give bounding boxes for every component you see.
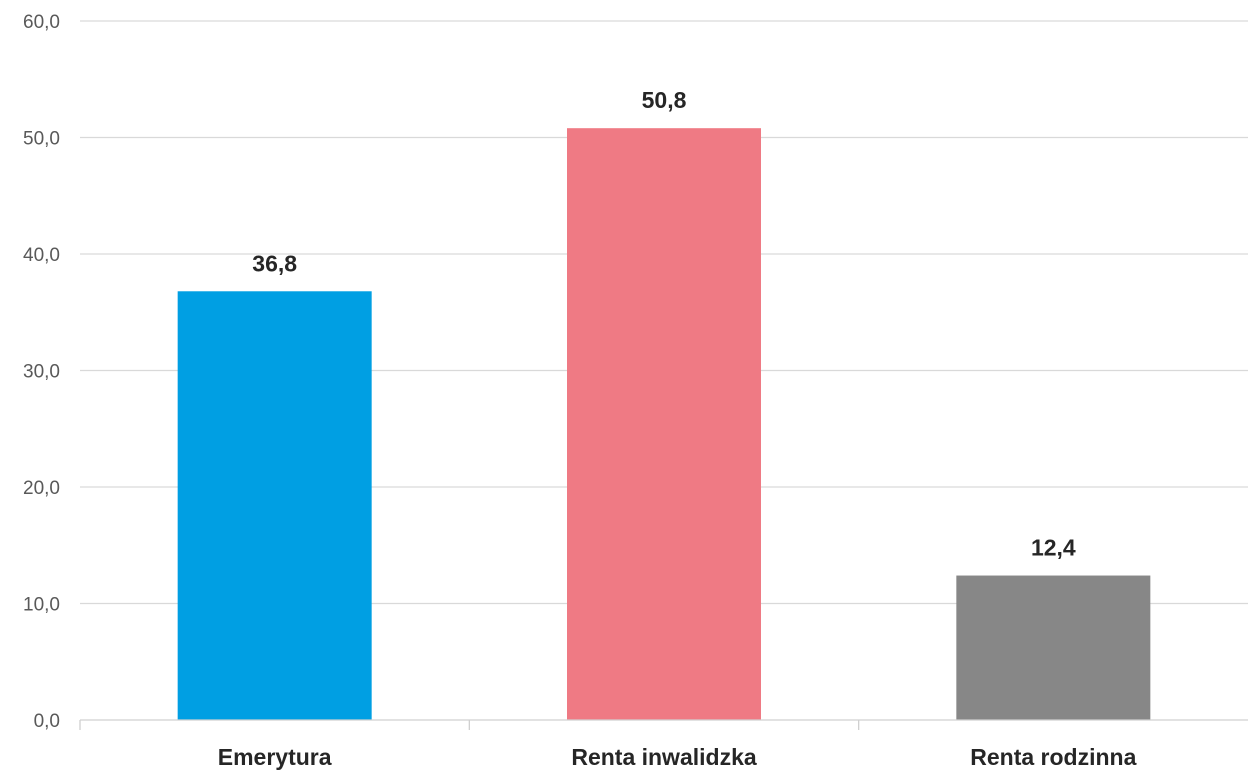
x-axis-ticks: Emerytura Renta inwalidzka Renta rodzinna (218, 744, 1137, 770)
bars (177, 128, 1151, 720)
y-tick-label: 50,0 (23, 129, 60, 150)
y-axis-ticks: 0,0 10,0 20,0 30,0 40,0 50,0 60,0 (23, 12, 60, 732)
y-tick-label: 0,0 (34, 711, 60, 732)
data-label: 12,4 (1031, 535, 1076, 561)
x-tick-label: Renta rodzinna (970, 744, 1136, 770)
y-tick-label: 10,0 (23, 595, 60, 616)
data-label: 50,8 (642, 87, 687, 113)
y-tick-label: 20,0 (23, 478, 60, 499)
y-tick-label: 60,0 (23, 12, 60, 33)
x-tick-label: Renta inwalidzka (571, 744, 757, 770)
data-labels: 36,8 50,8 12,4 (252, 87, 1076, 560)
x-axis (79, 719, 1248, 730)
bar (956, 575, 1151, 720)
bar (177, 291, 372, 720)
x-tick-label: Emerytura (218, 744, 332, 770)
y-tick-label: 40,0 (23, 245, 60, 266)
y-tick-label: 30,0 (23, 362, 60, 383)
bar (567, 128, 761, 720)
data-label: 36,8 (252, 250, 297, 276)
